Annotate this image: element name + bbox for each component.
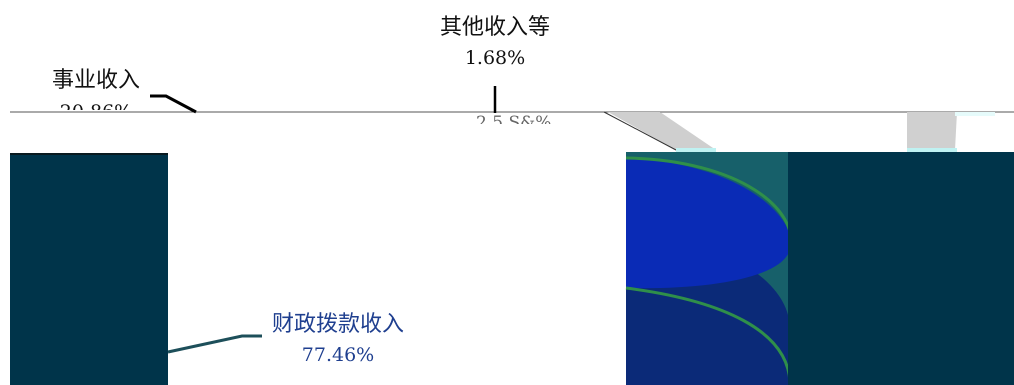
label-caizheng-value: 77.46% bbox=[302, 344, 374, 366]
leader-line-caizheng bbox=[167, 334, 262, 354]
label-garbled-fragment: 2.5 S&% bbox=[476, 113, 551, 133]
label-shiye-name: 事业收入 bbox=[52, 68, 140, 93]
label-qita-value: 1.68% bbox=[465, 47, 525, 69]
label-shiye-value: 20.86% bbox=[60, 101, 132, 123]
pie-side-edge-left bbox=[603, 111, 677, 151]
pie-slice-edge-lower bbox=[625, 286, 792, 385]
label-caizheng-name: 财政拨款收入 bbox=[272, 312, 404, 337]
leader-line-shiye bbox=[150, 94, 197, 114]
cyan-strip-3 bbox=[955, 112, 995, 116]
pie-slice-highlight-blue bbox=[626, 158, 792, 289]
cyan-strip-1 bbox=[676, 148, 716, 153]
cyan-strip-2 bbox=[907, 148, 957, 153]
slice-caizheng-right-fragment bbox=[788, 152, 1014, 385]
label-qita-name: 其他收入等 bbox=[440, 15, 550, 40]
pie-side-shade-left bbox=[608, 112, 716, 150]
pie-side-shade-right bbox=[907, 112, 957, 150]
slice-caizheng-left-fragment bbox=[10, 154, 168, 385]
